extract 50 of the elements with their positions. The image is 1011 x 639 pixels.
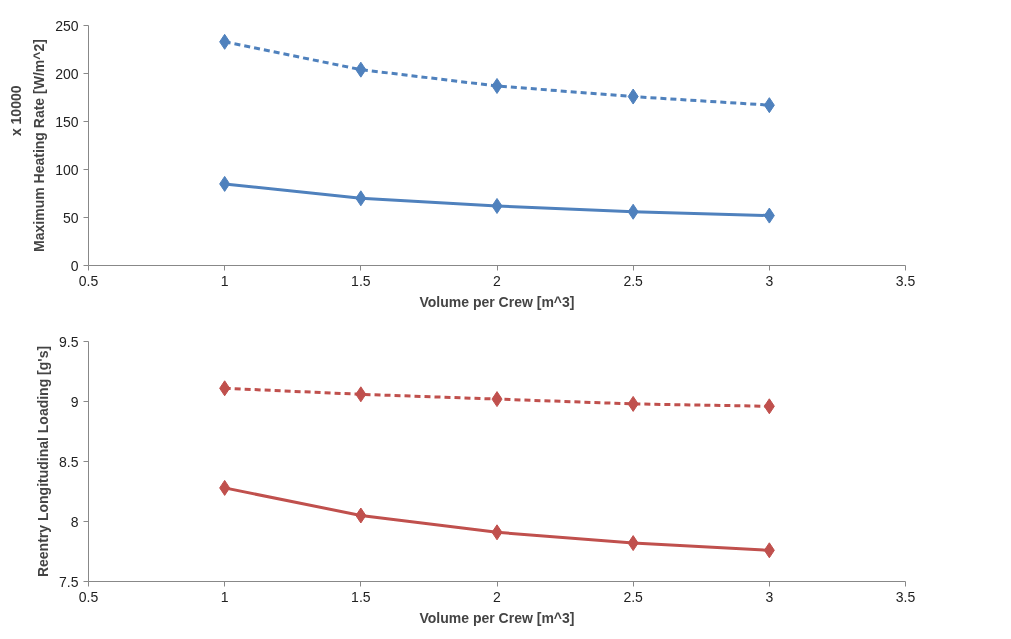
y-tick-label: 0 [70,257,79,274]
point [355,190,367,207]
x-tick-label: 0.5 [78,588,99,605]
x-axis-title: Volume per Crew [m^3] [419,609,575,626]
point [355,507,367,524]
y-tick-label: 9 [70,393,79,410]
x-tick-label: 1 [220,272,229,289]
y-tick-label: 250 [55,17,79,34]
x-tick-label: 3 [765,272,774,289]
point [219,33,231,50]
point [355,61,367,78]
x-tick-label: 2.5 [623,588,644,605]
point [355,386,367,403]
point [763,97,775,114]
x-tick-label: 3.5 [895,588,916,605]
point [627,88,639,105]
point [491,524,503,541]
y-axis-title: Reentry Longitudinal Loading [g's] [35,345,52,578]
point [491,391,503,408]
y-tick-label: 9.5 [59,333,79,350]
x-tick-label: 3 [765,588,774,605]
y-tick-label: 150 [55,113,79,130]
point [627,535,639,552]
x-tick-label: 1.5 [351,272,371,289]
y-tick-label: 50 [62,209,79,226]
point [491,197,503,214]
x-tick-label: 2.5 [623,272,644,289]
point [219,175,231,192]
text: x 10000 [7,85,24,137]
point [219,380,231,397]
x-tick-label: 1 [220,588,229,605]
y-tick-label: 100 [55,161,79,178]
point [627,395,639,412]
y-axis-title: Maximum Heating Rate [W/m^2] [31,39,48,252]
x-axis-title: Volume per Crew [m^3] [419,293,575,310]
y-tick-label: 200 [55,65,79,82]
x-tick-label: 3.5 [895,272,916,289]
point [763,542,775,559]
point [763,207,775,224]
point [763,398,775,415]
y-tick-label: 8 [70,513,79,530]
x-tick-label: 0.5 [78,272,99,289]
x-tick-label: 2 [493,272,502,289]
point [219,479,231,496]
y-tick-label: 8.5 [59,453,79,470]
point [491,77,503,94]
y-tick-label: 7.5 [59,573,79,590]
x-tick-label: 1.5 [351,588,371,605]
x-tick-label: 2 [493,588,502,605]
point [627,203,639,220]
